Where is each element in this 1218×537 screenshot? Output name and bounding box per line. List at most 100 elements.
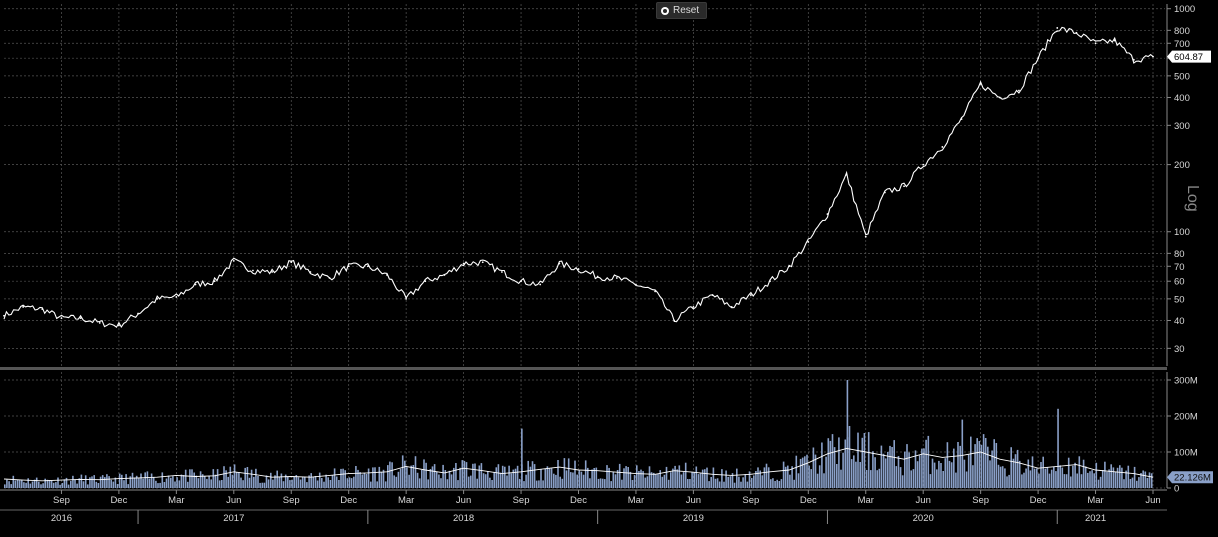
volume-bar [138, 477, 140, 488]
volume-bar [101, 475, 104, 488]
month-label: Sep [972, 495, 989, 506]
volume-bar [210, 479, 212, 488]
price-panel[interactable] [3, 26, 1154, 329]
volume-bar [180, 474, 183, 488]
volume-bar [761, 475, 764, 488]
price-axis: 3040506070801002003004005006007008001000… [1166, 4, 1211, 366]
volume-bar [482, 473, 485, 488]
volume-bar [18, 480, 21, 488]
volume-bar [1006, 476, 1008, 488]
volume-bar [731, 473, 734, 488]
month-label: Jun [1145, 495, 1160, 506]
volume-bar [231, 474, 234, 488]
volume-bar [184, 469, 187, 488]
price-point [386, 274, 388, 276]
volume-bar [633, 475, 636, 488]
volume-bar [855, 461, 857, 488]
price-series-line[interactable] [3, 26, 1154, 329]
price-tick-label: 200 [1174, 160, 1190, 171]
reset-button[interactable]: Reset [656, 2, 708, 19]
volume-bar [538, 480, 540, 488]
volume-bar [797, 473, 800, 488]
volume-bar [618, 463, 621, 488]
volume-tick-label: 100M [1174, 448, 1198, 459]
volume-bar [801, 457, 804, 488]
volume-bar [691, 472, 693, 488]
volume-bar [423, 459, 425, 488]
price-point [137, 312, 139, 315]
volume-bar [418, 478, 421, 488]
volume-bar [189, 469, 191, 488]
volume-bar [378, 466, 381, 488]
volume-bar [527, 460, 529, 488]
volume-tick-label: 0 [1174, 484, 1179, 495]
volume-bar [572, 472, 574, 488]
volume-bar [178, 480, 181, 488]
volume-bar [706, 467, 708, 488]
volume-bar [816, 473, 819, 488]
volume-bar [110, 479, 112, 488]
volume-bar [301, 477, 304, 488]
volume-bar [165, 478, 168, 488]
volume-bar [414, 456, 417, 488]
volume-bar [795, 455, 798, 488]
volume-bar [293, 476, 295, 488]
price-point [1037, 57, 1039, 60]
price-point [749, 294, 752, 296]
price-tick-label: 400 [1174, 93, 1190, 104]
volume-bar [412, 465, 415, 488]
volume-bar [674, 465, 676, 488]
volume-bar [376, 481, 378, 488]
price-point [941, 146, 944, 148]
volume-bar [555, 474, 557, 488]
volume-bar [267, 479, 270, 488]
year-label: 2021 [1085, 513, 1106, 524]
volume-bar [1033, 468, 1036, 488]
volume-bar [1038, 473, 1040, 488]
volume-bar [240, 477, 242, 488]
volume-bar [78, 478, 81, 488]
volume-bar [725, 470, 727, 488]
volume-bar [812, 447, 815, 488]
volume-bar [687, 479, 689, 488]
volume-bar [1119, 465, 1121, 488]
volume-bar [867, 432, 870, 488]
volume-bar [10, 484, 12, 488]
volume-bar [310, 473, 312, 488]
month-label: Jun [456, 495, 471, 506]
volume-bar [712, 467, 715, 488]
volume-bar [438, 474, 440, 488]
volume-bar [587, 467, 589, 488]
volume-bar [367, 468, 370, 488]
volume-bar [963, 459, 966, 488]
volume-bar [59, 484, 61, 488]
panel-divider[interactable] [0, 367, 1167, 370]
volume-bar [612, 471, 615, 488]
volume-bar [1114, 472, 1117, 488]
volume-bar [808, 465, 810, 488]
scale-label[interactable]: Log [1184, 185, 1201, 212]
volume-bar [870, 470, 872, 488]
volume-panel[interactable] [3, 380, 1154, 488]
volume-bar [133, 477, 136, 488]
volume-bar [840, 469, 842, 488]
price-point [309, 271, 312, 273]
volume-bar [331, 475, 334, 488]
volume-bar [978, 441, 981, 488]
volume-bar [650, 472, 653, 488]
volume-bar [421, 470, 423, 488]
volume-bar [223, 466, 225, 488]
volume-bar [244, 467, 246, 488]
volume-bar [155, 480, 157, 488]
volume-bar [1044, 468, 1047, 488]
volume-bar [204, 476, 206, 488]
volume-average-line[interactable] [3, 447, 1154, 482]
volume-bar [131, 472, 134, 488]
volume-bar [433, 464, 436, 488]
volume-bar [380, 472, 383, 488]
volume-bar [1106, 471, 1108, 488]
volume-bar [942, 471, 944, 488]
volume-bar [346, 478, 349, 488]
